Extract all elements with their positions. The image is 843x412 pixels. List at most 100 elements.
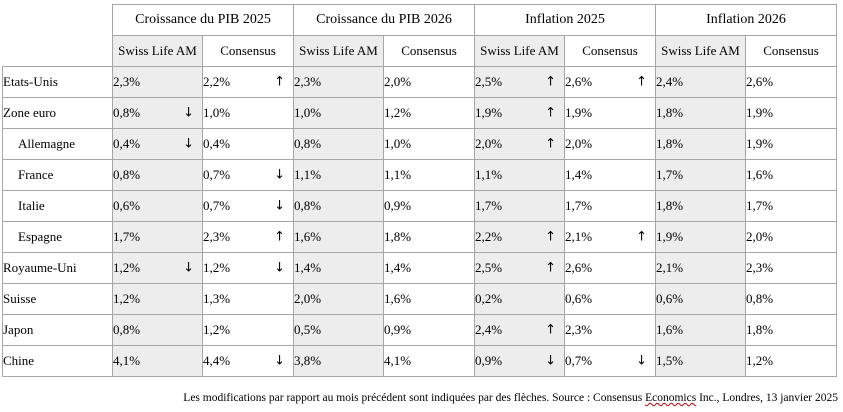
consensus-value-cell: 2,6% xyxy=(564,252,656,284)
swiss-life-value-cell: 1,7% xyxy=(474,190,565,222)
value-text: 1,7% xyxy=(113,229,141,244)
swiss-life-value-cell: 1,6% xyxy=(293,221,384,253)
sub-header-row: Swiss Life AM Consensus Swiss Life AM Co… xyxy=(3,35,837,67)
value-text: 1,2% xyxy=(384,105,412,120)
arrow-down-icon: ↓ xyxy=(274,198,285,214)
value-text: 0,9% xyxy=(384,322,412,337)
footnote-text-end: Inc., Londres, 13 janvier 2025 xyxy=(696,392,838,404)
swiss-life-value-cell: 0,4% ↓ xyxy=(112,128,203,160)
group-header-inf2025: Inflation 2025 xyxy=(474,4,656,36)
group-header-pib2025: Croissance du PIB 2025 xyxy=(112,4,294,36)
consensus-value-cell: 0,7% ↓ xyxy=(202,190,294,222)
consensus-value-cell: 2,3% ↑ xyxy=(202,221,294,253)
consensus-value-cell: 0,9% xyxy=(383,190,475,222)
swiss-life-value-cell: 1,1% xyxy=(293,159,384,191)
value-text: 1,4% xyxy=(384,260,412,275)
swiss-life-value-cell: 2,3% xyxy=(112,66,203,98)
group-header-pib2026: Croissance du PIB 2026 xyxy=(293,4,475,36)
value-text: 1,8% xyxy=(656,198,684,213)
consensus-value-cell: 4,4% ↓ xyxy=(202,345,294,377)
value-text: 0,2% xyxy=(475,291,503,306)
value-text: 0,8% xyxy=(294,136,322,151)
consensus-value-cell: 2,3% xyxy=(564,314,656,346)
swiss-life-value-cell: 1,8% xyxy=(655,128,746,160)
value-text: 1,3% xyxy=(203,291,231,306)
value-text: 2,0% xyxy=(746,229,774,244)
consensus-value-cell: 1,7% xyxy=(564,190,656,222)
sub-header-consensus: Consensus xyxy=(745,35,837,67)
value-text: 2,0% xyxy=(565,136,593,151)
table-row: Espagne 1,7% 2,3% ↑ 1,6% 1,8% 2,2% ↑ 2,1% ↑ 1,9% 2,… xyxy=(2,221,837,253)
group-header-row: Croissance du PIB 2025 Croissance du PIB… xyxy=(3,4,837,36)
consensus-value-cell: 2,3% xyxy=(745,252,837,284)
consensus-value-cell: 1,1% xyxy=(383,159,475,191)
value-text: 2,5% xyxy=(475,260,503,275)
value-text: 1,6% xyxy=(384,291,412,306)
swiss-life-value-cell: 0,6% xyxy=(112,190,203,222)
value-text: 0,4% xyxy=(203,136,231,151)
swiss-life-value-cell: 0,8% ↓ xyxy=(112,97,203,129)
value-text: 1,2% xyxy=(113,260,141,275)
value-text: 1,7% xyxy=(475,198,503,213)
swiss-life-value-cell: 2,2% ↑ xyxy=(474,221,565,253)
country-label: Chine xyxy=(2,345,113,377)
value-text: 1,1% xyxy=(294,167,322,182)
swiss-life-value-cell: 0,5% xyxy=(293,314,384,346)
swiss-life-value-cell: 1,4% xyxy=(293,252,384,284)
forecast-table: Croissance du PIB 2025 Croissance du PIB… xyxy=(2,4,837,377)
value-text: 1,0% xyxy=(203,105,231,120)
footnote-text: Les modifications par rapport au mois pr… xyxy=(183,392,646,404)
consensus-value-cell: 2,0% xyxy=(564,128,656,160)
value-text: 1,9% xyxy=(746,105,774,120)
consensus-value-cell: 0,7% ↓ xyxy=(564,345,656,377)
swiss-life-value-cell: 2,5% ↑ xyxy=(474,252,565,284)
sub-header-consensus: Consensus xyxy=(564,35,656,67)
value-text: 2,0% xyxy=(294,291,322,306)
value-text: 0,5% xyxy=(294,322,322,337)
arrow-up-icon: ↑ xyxy=(636,74,647,90)
country-label: Allemagne xyxy=(2,128,113,160)
consensus-value-cell: 0,9% xyxy=(383,314,475,346)
consensus-value-cell: 1,8% xyxy=(383,221,475,253)
swiss-life-value-cell: 1,9% xyxy=(655,221,746,253)
swiss-life-value-cell: 0,2% xyxy=(474,283,565,315)
value-text: 2,3% xyxy=(746,260,774,275)
arrow-up-icon: ↑ xyxy=(636,229,647,245)
value-text: 1,5% xyxy=(656,353,684,368)
value-text: 1,6% xyxy=(294,229,322,244)
country-label: Suisse xyxy=(2,283,113,315)
value-text: 1,9% xyxy=(565,105,593,120)
swiss-life-value-cell: 2,3% xyxy=(293,66,384,98)
value-text: 0,7% xyxy=(203,167,231,182)
value-text: 1,8% xyxy=(384,229,412,244)
value-text: 1,9% xyxy=(746,136,774,151)
table-row: Etats-Unis 2,3% 2,2% ↑ 2,3% 2,0% 2,5% ↑ 2,6% ↑ 2,4… xyxy=(2,66,837,98)
swiss-life-value-cell: 1,2% ↓ xyxy=(112,252,203,284)
value-text: 2,6% xyxy=(565,74,593,89)
value-text: 1,2% xyxy=(203,322,231,337)
value-text: 0,4% xyxy=(113,136,141,151)
value-text: 1,6% xyxy=(656,322,684,337)
footnote-underlined-word: Economics xyxy=(645,392,697,404)
arrow-down-icon: ↓ xyxy=(274,167,285,183)
swiss-life-value-cell: 0,6% xyxy=(655,283,746,315)
value-text: 2,4% xyxy=(656,74,684,89)
swiss-life-value-cell: 0,8% xyxy=(293,128,384,160)
value-text: 2,1% xyxy=(656,260,684,275)
sub-header-swiss-life: Swiss Life AM xyxy=(474,35,565,67)
consensus-value-cell: 1,4% xyxy=(564,159,656,191)
value-text: 2,2% xyxy=(203,74,231,89)
arrow-up-icon: ↑ xyxy=(545,322,556,338)
value-text: 1,2% xyxy=(203,260,231,275)
corner-cell xyxy=(3,36,113,67)
value-text: 1,9% xyxy=(656,229,684,244)
swiss-life-value-cell: 2,0% xyxy=(293,283,384,315)
consensus-value-cell: 1,6% xyxy=(745,159,837,191)
swiss-life-value-cell: 1,8% xyxy=(655,97,746,129)
consensus-value-cell: 1,9% xyxy=(745,128,837,160)
consensus-value-cell: 1,0% xyxy=(202,97,294,129)
country-label: Japon xyxy=(2,314,113,346)
arrow-down-icon: ↓ xyxy=(545,353,556,369)
swiss-life-value-cell: 2,5% ↑ xyxy=(474,66,565,98)
sub-header-swiss-life: Swiss Life AM xyxy=(112,35,203,67)
